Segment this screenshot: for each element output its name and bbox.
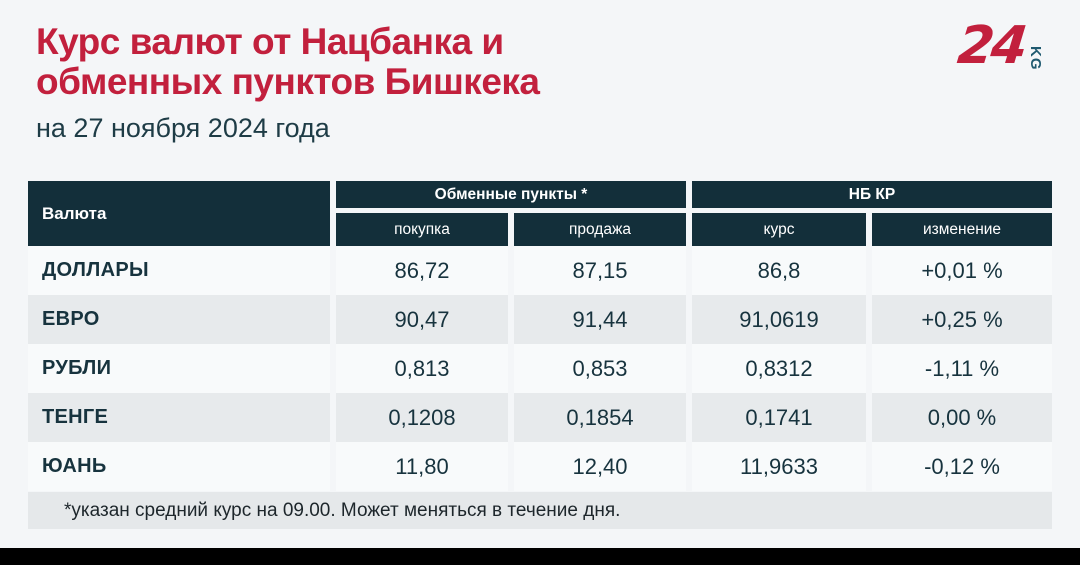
currency-name: ДОЛЛАРЫ bbox=[28, 246, 330, 295]
sell-value: 0,853 bbox=[514, 344, 686, 393]
page-title-line2: обменных пунктов Бишкека bbox=[36, 61, 540, 102]
logo-kg-label: KG bbox=[1027, 46, 1044, 71]
buy-value: 90,47 bbox=[336, 295, 508, 344]
header-sell: продажа bbox=[514, 213, 686, 246]
change-value: -0,12 % bbox=[872, 442, 1052, 491]
buy-value: 0,1208 bbox=[336, 393, 508, 442]
rate-value: 0,1741 bbox=[692, 393, 866, 442]
buy-value: 11,80 bbox=[336, 442, 508, 491]
page-title-line1: Курс валют от Нацбанка и bbox=[36, 21, 504, 62]
rate-value: 86,8 bbox=[692, 246, 866, 295]
page-title: Курс валют от Нацбанка и обменных пункто… bbox=[36, 22, 540, 102]
buy-value: 86,72 bbox=[336, 246, 508, 295]
rate-value: 11,9633 bbox=[692, 442, 866, 491]
bottom-black-bar bbox=[0, 548, 1080, 565]
table-header: Валюта Обменные пункты * НБ КР покупка п… bbox=[28, 181, 1052, 246]
change-value: +0,01 % bbox=[872, 246, 1052, 295]
sell-value: 91,44 bbox=[514, 295, 686, 344]
buy-value: 0,813 bbox=[336, 344, 508, 393]
header-group-nbkr: НБ КР bbox=[692, 181, 1052, 208]
sell-value: 0,1854 bbox=[514, 393, 686, 442]
sell-value: 12,40 bbox=[514, 442, 686, 491]
date-subtitle: на 27 ноября 2024 года bbox=[36, 113, 330, 143]
header-currency: Валюта bbox=[28, 181, 330, 246]
rate-value: 0,8312 bbox=[692, 344, 866, 393]
header-buy: покупка bbox=[336, 213, 508, 246]
change-value: -1,11 % bbox=[872, 344, 1052, 393]
currency-table: Валюта Обменные пункты * НБ КР покупка п… bbox=[28, 181, 1052, 491]
currency-name: ТЕНГЕ bbox=[28, 393, 330, 442]
header-group-exchange-points: Обменные пункты * bbox=[336, 181, 686, 208]
logo-24kg: 24 KG bbox=[954, 16, 1044, 76]
header-change: изменение bbox=[872, 213, 1052, 246]
table-body: ДОЛЛАРЫ 86,72 87,15 86,8 +0,01 % ЕВРО 90… bbox=[28, 246, 1052, 491]
currency-name: ЕВРО bbox=[28, 295, 330, 344]
change-value: +0,25 % bbox=[872, 295, 1052, 344]
rate-value: 91,0619 bbox=[692, 295, 866, 344]
footnote: *указан средний курс на 09.00. Может мен… bbox=[28, 492, 1052, 529]
sell-value: 87,15 bbox=[514, 246, 686, 295]
header-rate: курс bbox=[692, 213, 866, 246]
logo-24-icon: 24 bbox=[954, 16, 1028, 76]
currency-name: РУБЛИ bbox=[28, 344, 330, 393]
currency-name: ЮАНЬ bbox=[28, 442, 330, 491]
change-value: 0,00 % bbox=[872, 393, 1052, 442]
